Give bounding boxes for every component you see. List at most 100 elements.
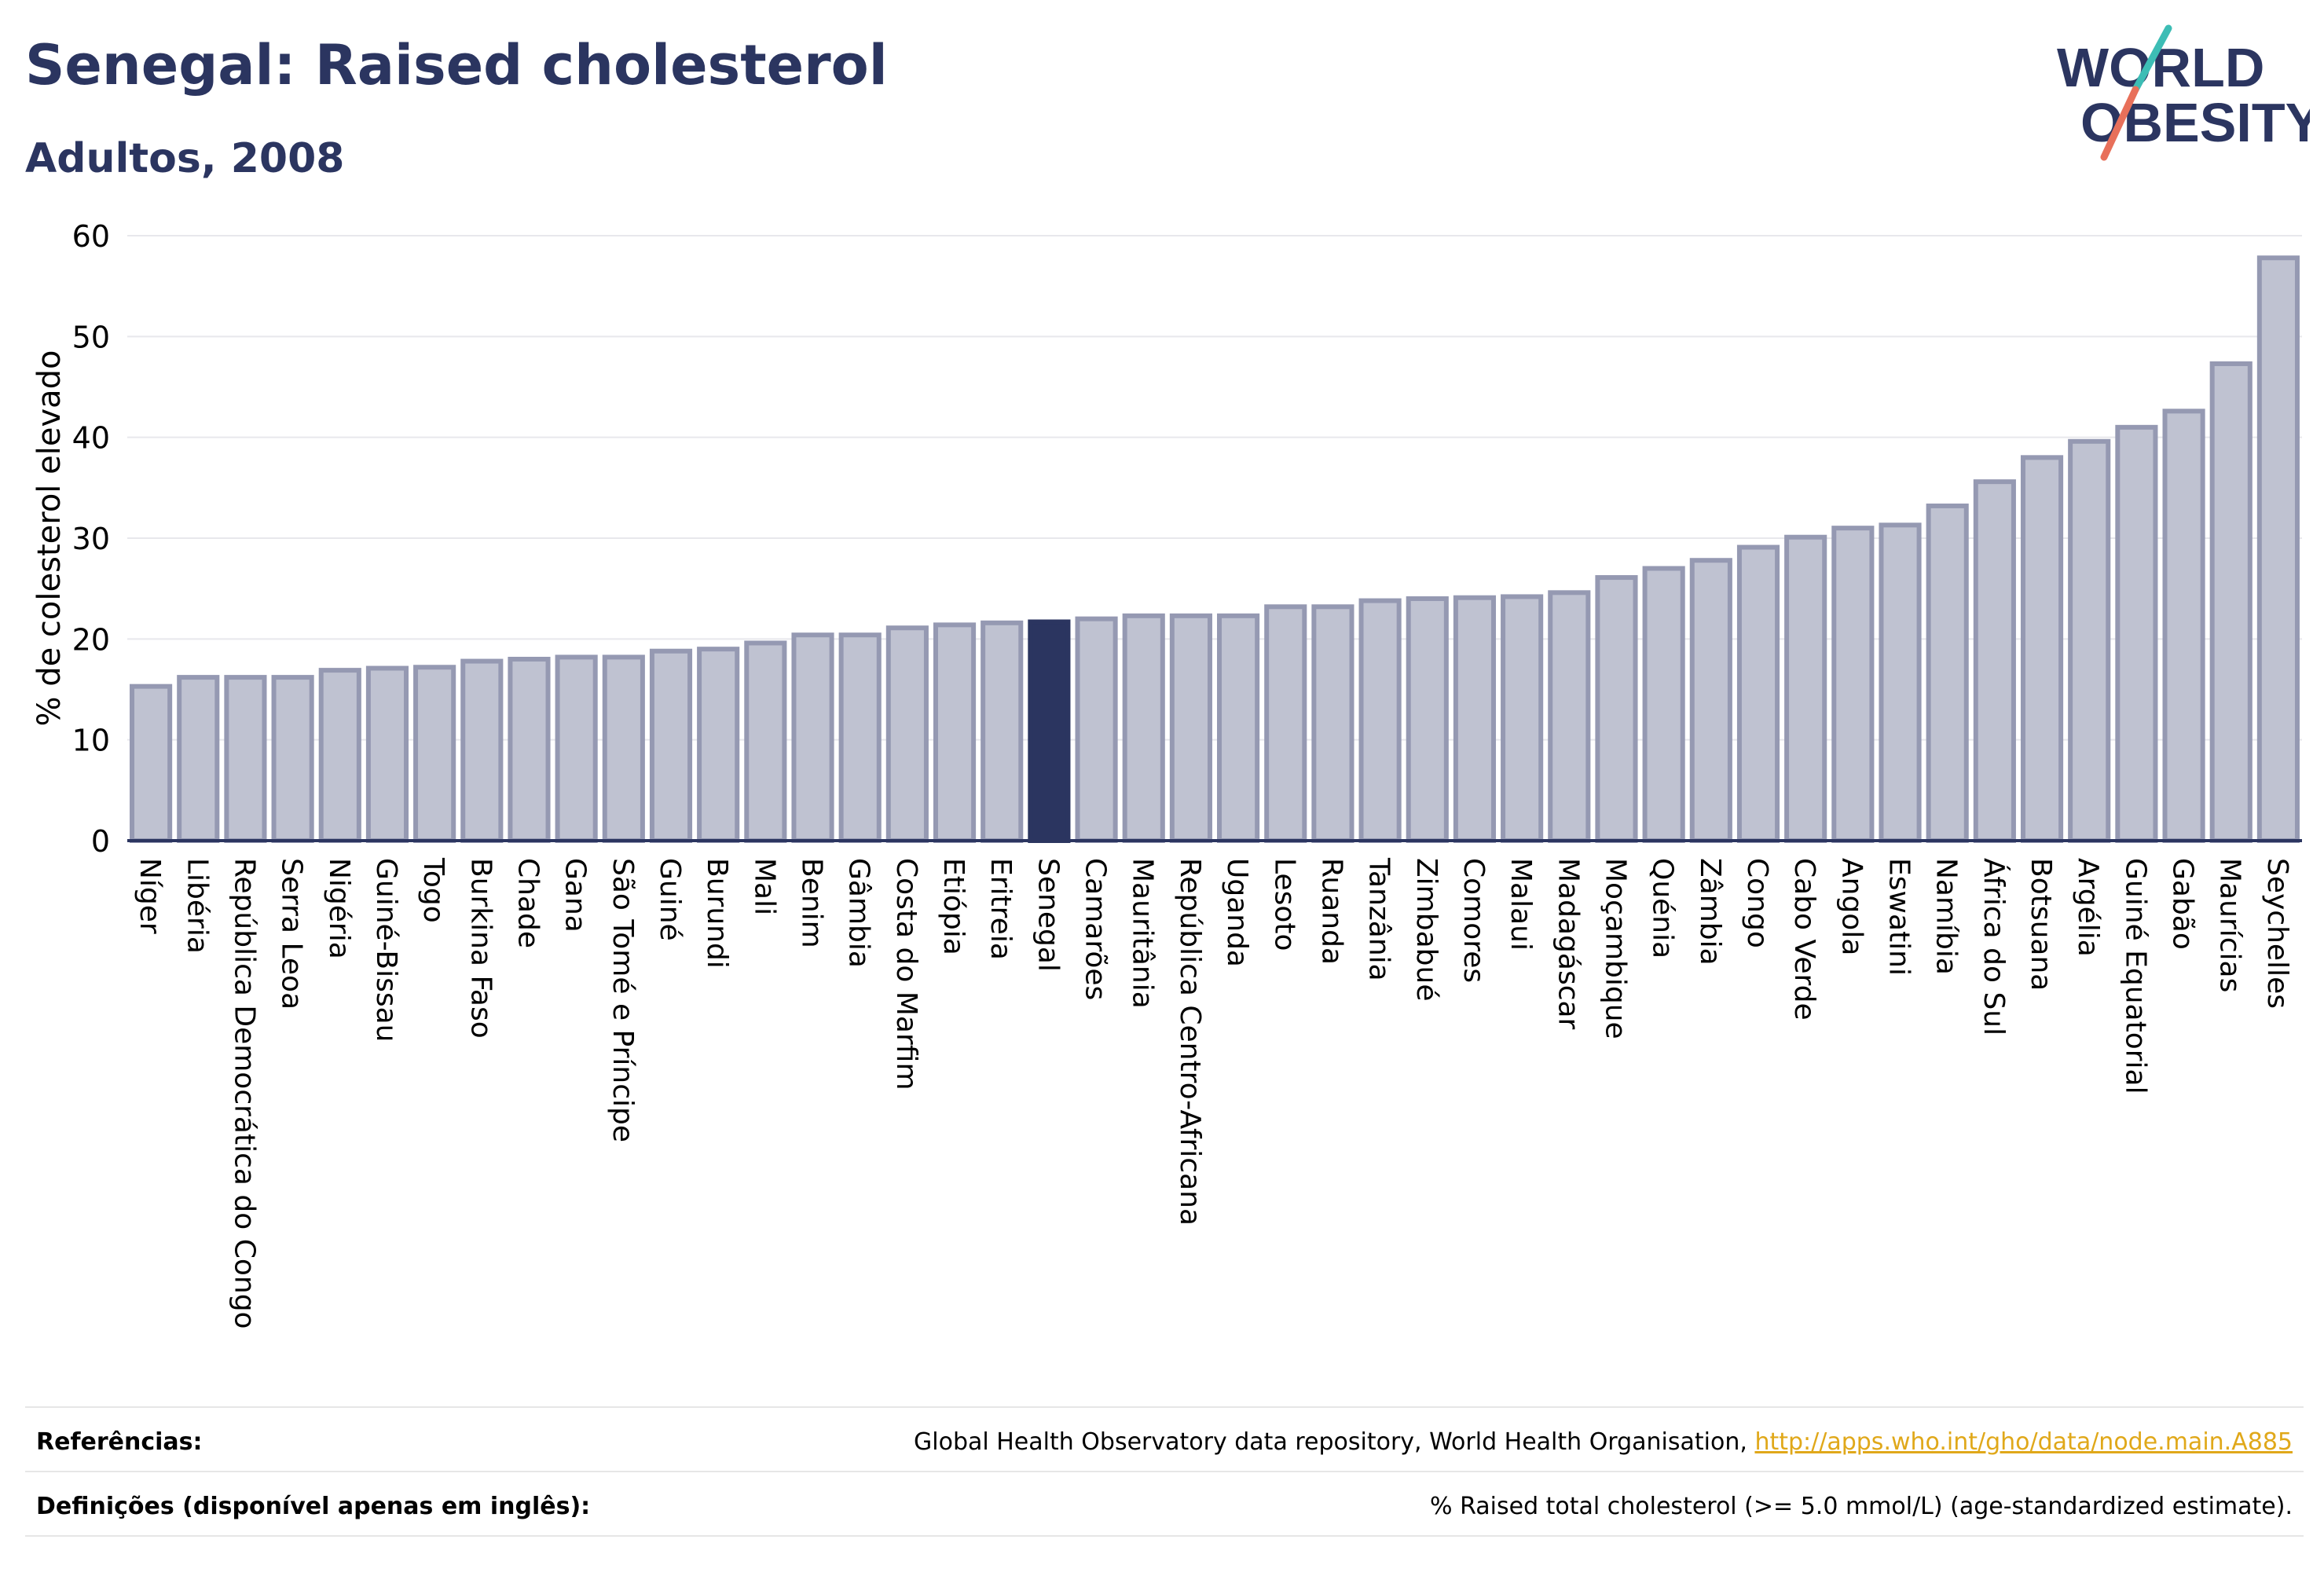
- bar-45: [2256, 255, 2300, 843]
- references-label: Referências:: [36, 1428, 203, 1456]
- definitions-text: % Raised total cholesterol (>= 5.0 mmol/…: [1430, 1493, 2293, 1520]
- bar-38: [1926, 503, 1969, 844]
- x-tick-label: Mauritânia: [1127, 858, 1159, 1009]
- y-tick-label: 50: [72, 320, 110, 354]
- bar-14: [791, 632, 834, 843]
- x-tick-label: Chade: [511, 858, 544, 948]
- bar-30: [1548, 590, 1591, 843]
- bar-3: [271, 675, 314, 843]
- bar-41: [2068, 438, 2111, 843]
- bar-5: [365, 665, 409, 843]
- y-tick-label: 40: [72, 421, 110, 456]
- bar-33: [1689, 558, 1732, 843]
- x-tick-label: Libéria: [181, 858, 213, 954]
- x-tick-label: Malaui: [1505, 858, 1537, 951]
- references-value: Global Health Observatory data repositor…: [914, 1428, 2293, 1456]
- x-tick-label: República Democrática do Congo: [228, 858, 260, 1329]
- bar-15: [838, 632, 882, 843]
- y-axis-title: % de colesterol elevado: [31, 350, 68, 726]
- bar-9: [555, 654, 598, 844]
- footer-definitions: Definições (disponível apenas em inglês)…: [25, 1471, 2304, 1535]
- x-tick-label: São Tomé e Príncipe: [607, 858, 639, 1142]
- x-tick-label: África do Sul: [1978, 858, 2011, 1035]
- x-tick-label: Mali: [748, 858, 780, 915]
- y-tick-label: 30: [72, 522, 110, 556]
- y-tick-label: 0: [91, 824, 110, 859]
- bar-26: [1358, 598, 1402, 843]
- bar-22: [1169, 613, 1212, 843]
- bar-43: [2162, 409, 2205, 843]
- bar-27: [1406, 596, 1449, 843]
- x-tick-label: Guiné Equatorial: [2119, 858, 2151, 1094]
- x-tick-label: Eritreia: [984, 858, 1017, 960]
- x-tick-label: Tanzânia: [1363, 857, 1395, 981]
- bar-37: [1879, 522, 1922, 843]
- x-tick-label: Cabo Verde: [1788, 858, 1820, 1021]
- x-tick-label: Guiné-Bissau: [370, 858, 402, 1042]
- bar-13: [744, 640, 787, 844]
- logo-slash-teal-icon: [2132, 24, 2172, 93]
- bar-44: [2209, 361, 2253, 843]
- x-tick-label: Moçambique: [1599, 858, 1631, 1039]
- logo-slash-coral-icon: [2100, 86, 2139, 161]
- bar-42: [2115, 424, 2158, 843]
- bar-40: [2020, 455, 2064, 843]
- x-tick-label: Namíbia: [1930, 858, 1963, 975]
- bar-28: [1453, 595, 1497, 843]
- footer-references: Referências: Global Health Observatory d…: [25, 1406, 2304, 1471]
- x-tick-label: Zimbabué: [1410, 858, 1442, 1001]
- bar-8: [508, 657, 551, 843]
- references-text: Global Health Observatory data repositor…: [914, 1428, 1755, 1456]
- definitions-label: Definições (disponível apenas em inglês)…: [36, 1493, 591, 1520]
- x-tick-label: Burundi: [701, 858, 733, 969]
- bar-10: [602, 654, 645, 844]
- chart-subtitle: Adultos, 2008: [25, 135, 345, 182]
- x-tick-label: Etiópia: [937, 858, 970, 955]
- x-tick-label: Madagáscar: [1552, 858, 1584, 1030]
- x-tick-label: Zâmbia: [1694, 858, 1726, 966]
- x-tick-label: Burkina Faso: [464, 858, 497, 1039]
- x-tick-label: Gabão: [2167, 858, 2199, 950]
- x-tick-label: Quénia: [1647, 858, 1679, 958]
- bar-35: [1784, 534, 1827, 843]
- x-tick-label: Benim: [796, 858, 828, 948]
- bar-25: [1311, 604, 1354, 843]
- x-tick-label: Argélia: [2072, 858, 2104, 957]
- x-tick-label: Congo: [1741, 858, 1773, 948]
- bar-24: [1264, 604, 1307, 843]
- bar-12: [697, 647, 740, 844]
- x-tick-label: Comores: [1457, 858, 1490, 983]
- bar-16: [885, 625, 929, 843]
- x-tick-label: Gâmbia: [843, 858, 875, 968]
- x-tick-label: Guiné: [654, 858, 686, 941]
- bar-36: [1831, 526, 1875, 844]
- bar-32: [1642, 566, 1685, 843]
- y-tick-label: 10: [72, 724, 110, 758]
- bar-21: [1122, 613, 1165, 843]
- x-tick-label: Nigéria: [323, 858, 355, 959]
- bar-19: [1028, 619, 1071, 843]
- bar-31: [1595, 575, 1638, 843]
- bar-29: [1501, 594, 1544, 844]
- x-tick-label: Maurícias: [2214, 858, 2246, 992]
- bar-chart: 0 10 20 30 40 50 60 % de colesterol elevado Níge…: [31, 219, 2302, 1329]
- bar-6: [413, 665, 456, 843]
- x-tick-label: Serra Leoa: [276, 858, 308, 1010]
- bar-1: [177, 675, 220, 843]
- footer-bottom-rule: [25, 1535, 2304, 1537]
- x-tick-label: Níger: [134, 858, 166, 934]
- y-tick-label: 60: [72, 219, 110, 254]
- x-tick-label: Uganda: [1221, 858, 1253, 967]
- x-tick-label: Costa do Marfim: [890, 858, 922, 1090]
- bar-20: [1075, 616, 1118, 844]
- x-tick-label: Gana: [559, 858, 592, 933]
- x-tick-label: Camarões: [1080, 858, 1112, 1000]
- x-tick-label: Eswatini: [1883, 858, 1915, 976]
- x-tick-label: Togo: [417, 857, 449, 923]
- bar-17: [933, 622, 977, 843]
- x-tick-label: Ruanda: [1315, 858, 1347, 965]
- bar-0: [130, 684, 173, 844]
- references-link[interactable]: http://apps.who.int/gho/data/node.main.A…: [1754, 1428, 2293, 1456]
- bar-11: [649, 648, 693, 843]
- bar-2: [224, 675, 267, 843]
